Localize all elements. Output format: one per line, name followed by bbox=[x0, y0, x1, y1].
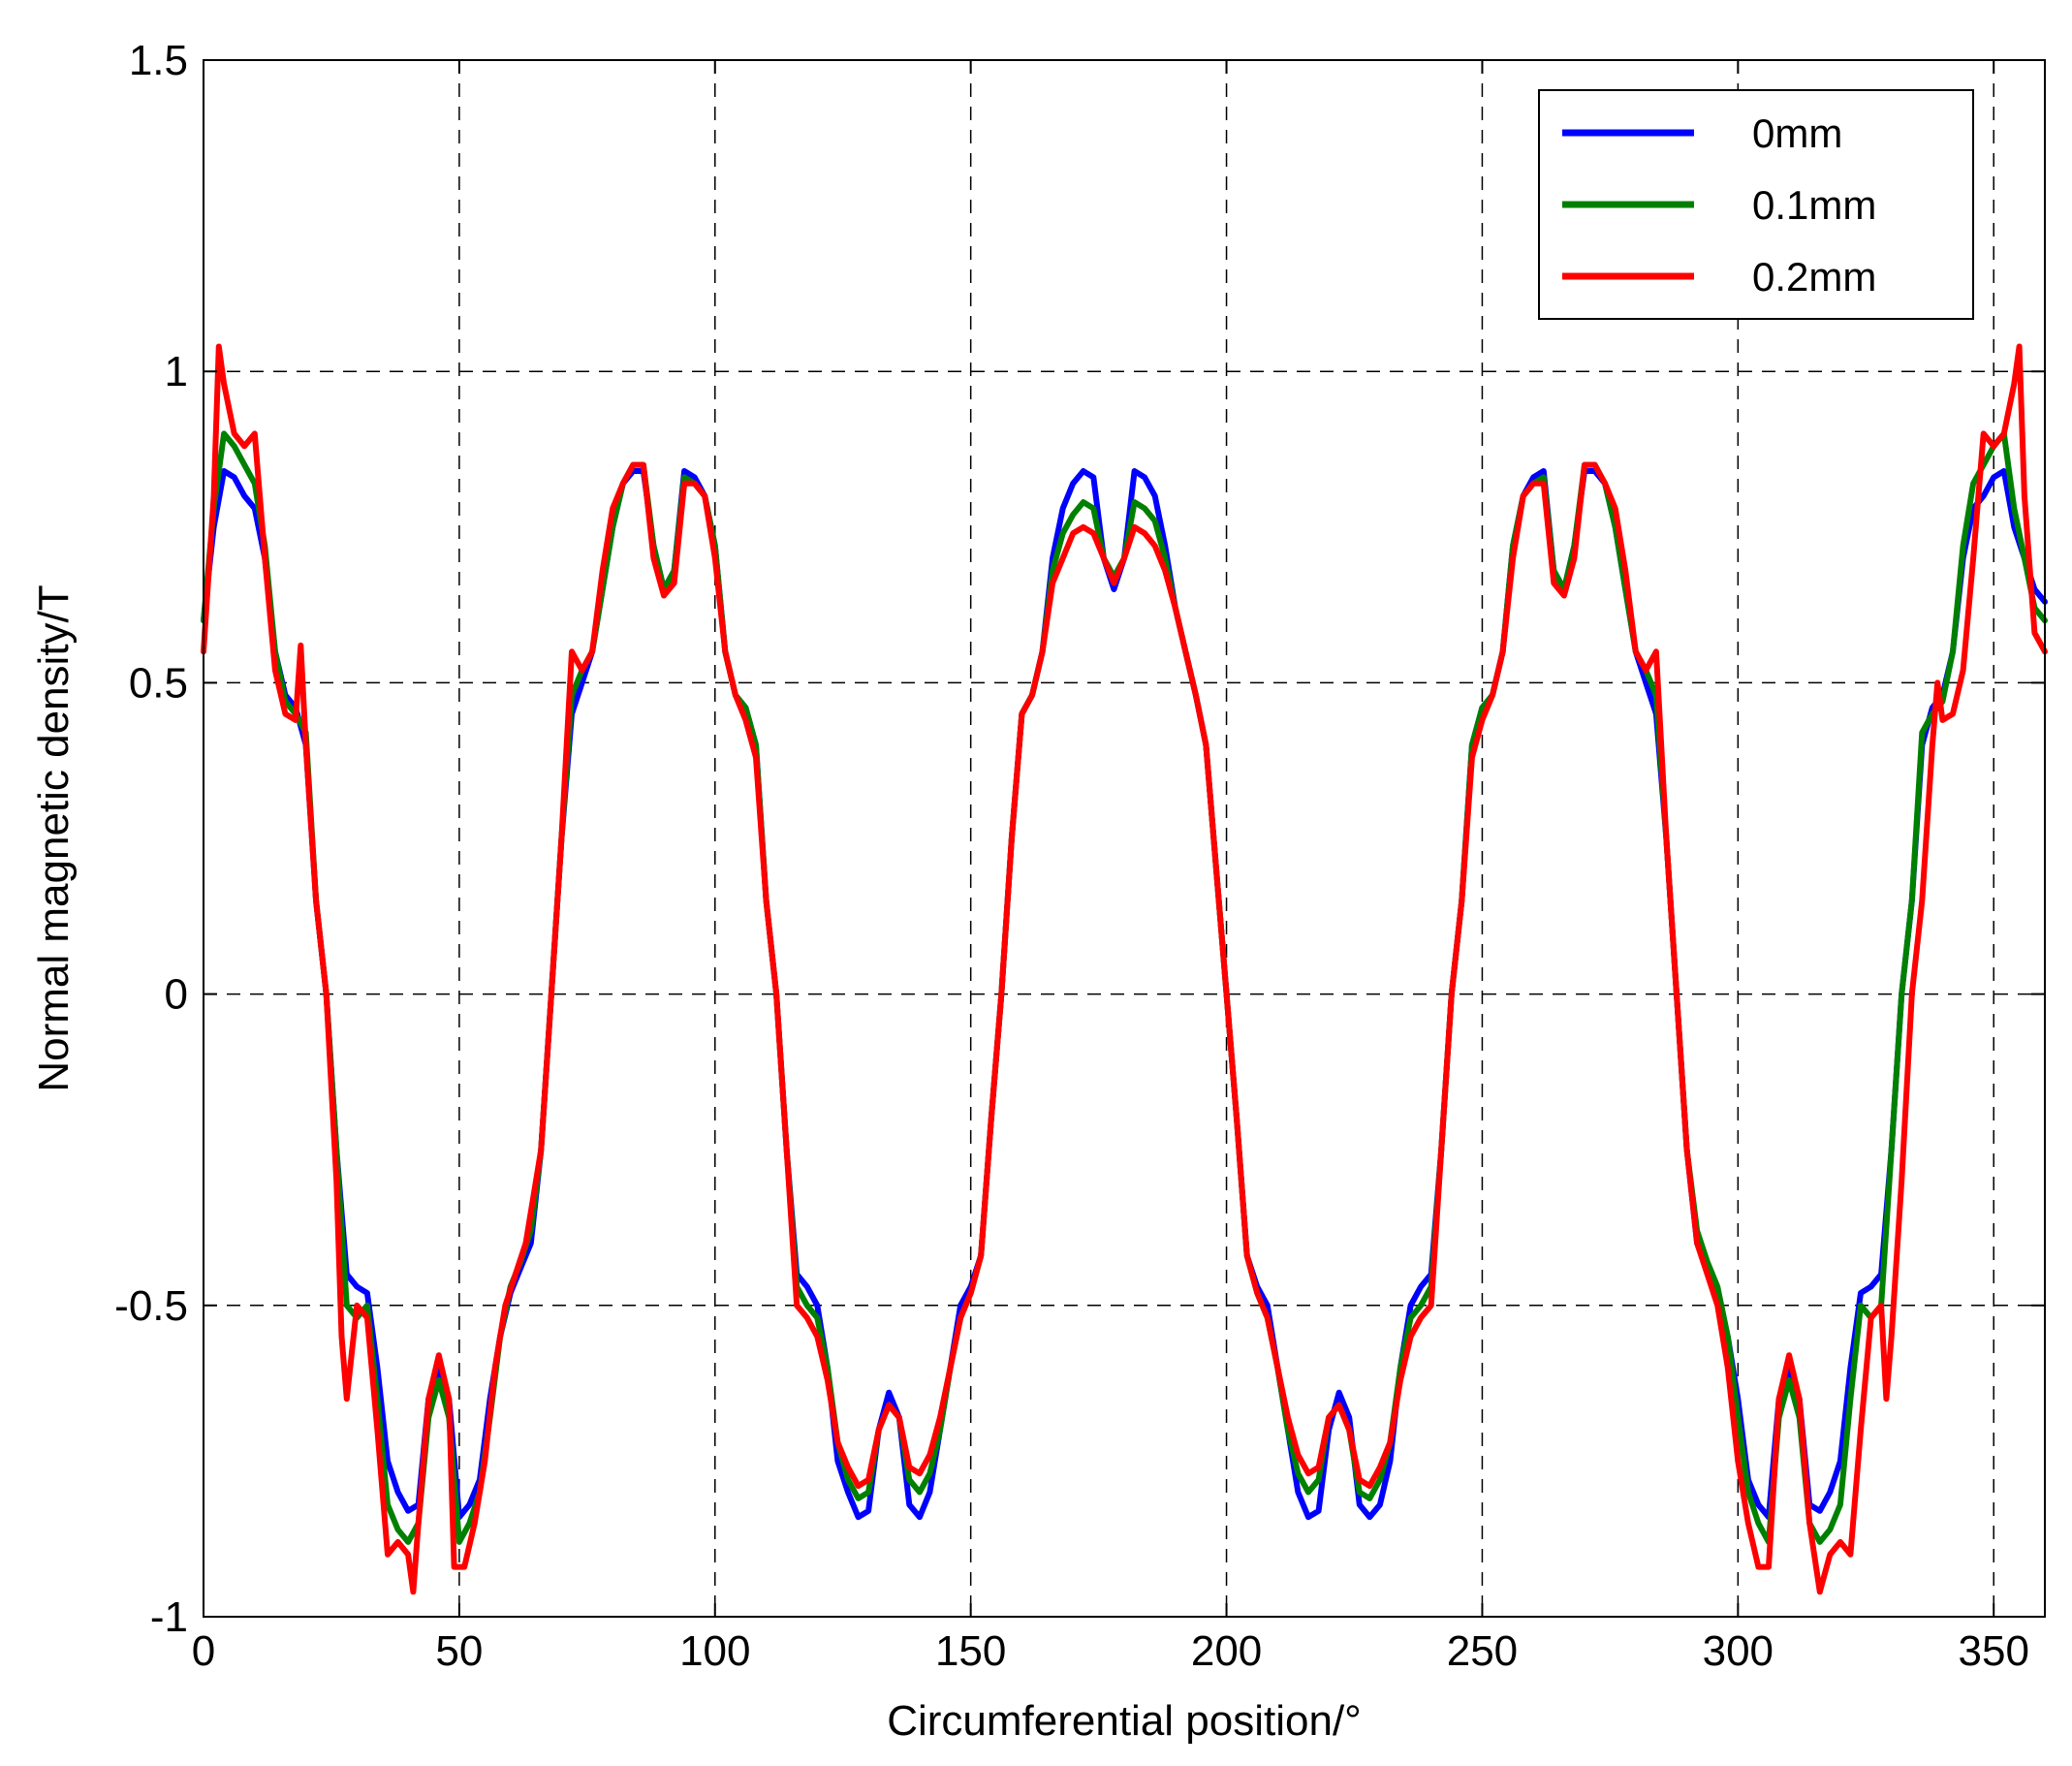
x-axis-label: Circumferential position/° bbox=[887, 1697, 1362, 1745]
x-tick-label: 350 bbox=[1959, 1627, 2029, 1675]
y-tick-label: -1 bbox=[150, 1593, 188, 1641]
x-tick-label: 0 bbox=[192, 1627, 215, 1675]
x-tick-label: 100 bbox=[679, 1627, 750, 1675]
series-lines bbox=[201, 343, 2048, 1595]
y-axis-label: Normal magnetic density/T bbox=[30, 584, 78, 1091]
grid bbox=[204, 60, 2045, 1617]
plot-frame bbox=[203, 59, 2046, 1618]
axis-ticks: 0 50 100 150 200 250 300 350 -1 -0.5 0 0.5 1 1.5 bbox=[114, 37, 2045, 1675]
legend: 0mm 0.1mm 0.2mm bbox=[1538, 89, 1974, 320]
legend-label-1: 0.1mm bbox=[1752, 182, 1876, 228]
legend-label-0: 0mm bbox=[1752, 110, 1842, 156]
x-tick-label: 250 bbox=[1447, 1627, 1518, 1675]
legend-label-2: 0.2mm bbox=[1752, 254, 1876, 300]
x-tick-label: 50 bbox=[435, 1627, 483, 1675]
x-tick-label: 300 bbox=[1703, 1627, 1774, 1675]
y-tick-label: 0 bbox=[165, 971, 188, 1019]
y-tick-label: 1.5 bbox=[129, 37, 188, 84]
x-tick-label: 200 bbox=[1191, 1627, 1262, 1675]
x-tick-label: 150 bbox=[935, 1627, 1006, 1675]
y-tick-label: 0.5 bbox=[129, 659, 188, 707]
series-line-2 bbox=[201, 343, 2048, 1595]
y-tick-label: 1 bbox=[165, 348, 188, 395]
y-tick-label: -0.5 bbox=[114, 1282, 188, 1330]
